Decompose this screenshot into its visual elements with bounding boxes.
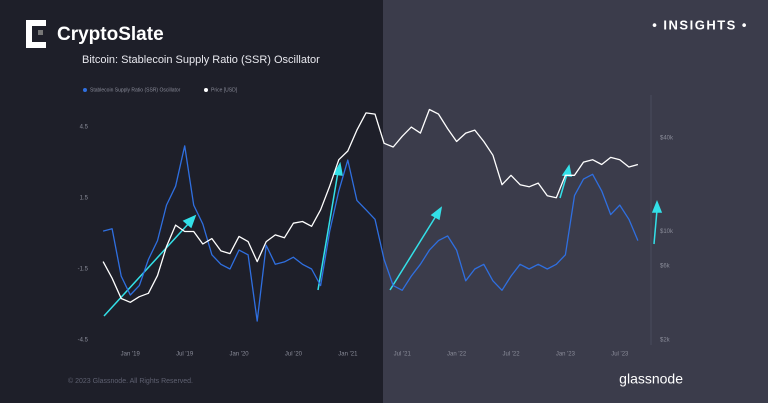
series-line xyxy=(102,108,639,303)
logo xyxy=(26,20,46,48)
x-tick-label: Jan '22 xyxy=(447,352,467,358)
y2-tick-label: $40k xyxy=(660,136,674,142)
x-tick-label: Jul '22 xyxy=(502,352,520,358)
background-left xyxy=(0,0,383,403)
y-tick-label: 1.5 xyxy=(80,196,89,202)
x-tick-label: Jan '19 xyxy=(121,352,141,358)
legend-swatch xyxy=(83,88,87,92)
background-right xyxy=(383,0,768,403)
legend-label: Price [USD] xyxy=(211,87,238,93)
x-tick-label: Jan '21 xyxy=(338,352,358,358)
y-tick-label: 4.5 xyxy=(80,125,89,131)
y-tick-label: -4.5 xyxy=(78,338,89,344)
chart-title: Bitcoin: Stablecoin Supply Ratio (SSR) O… xyxy=(82,54,320,66)
source: glassnode xyxy=(619,371,683,387)
legend-swatch xyxy=(204,88,208,92)
y2-tick-label: $2k xyxy=(660,338,671,344)
copyright: © 2023 Glassnode. All Rights Reserved. xyxy=(68,377,193,385)
y2-tick-label: $6k xyxy=(660,263,671,269)
x-tick-label: Jul '20 xyxy=(285,352,303,358)
x-tick-label: Jan '20 xyxy=(229,352,249,358)
brand: CryptoSlate xyxy=(57,24,164,45)
y2-tick-label: $10k xyxy=(660,229,674,235)
tag: • INSIGHTS • xyxy=(652,17,748,32)
y-tick-label: -1.5 xyxy=(78,267,89,273)
x-tick-label: Jan '23 xyxy=(556,352,576,358)
x-tick-label: Jul '21 xyxy=(394,352,412,358)
series-line xyxy=(102,145,639,322)
x-tick-label: Jul '19 xyxy=(176,352,194,358)
x-tick-label: Jul '23 xyxy=(611,352,629,358)
legend-label: Stablecoin Supply Ratio (SSR) Oscillator xyxy=(90,87,181,93)
